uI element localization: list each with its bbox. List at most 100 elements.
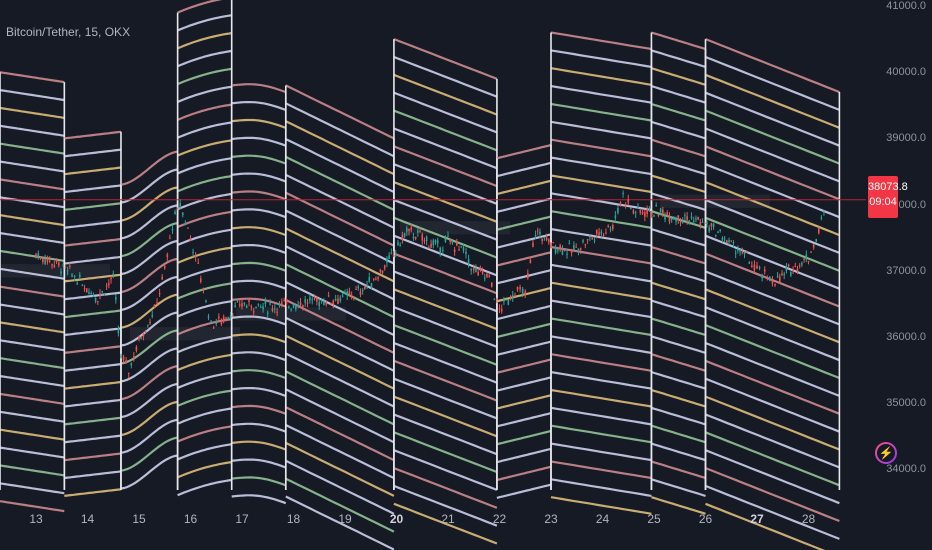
- candle-body: [545, 237, 548, 240]
- candle-body: [430, 243, 432, 248]
- band-line: [0, 392, 65, 405]
- band-line: [120, 293, 178, 329]
- candle-body: [399, 244, 401, 246]
- candle-body: [766, 276, 769, 278]
- band-line: [651, 406, 706, 426]
- candle-body: [717, 231, 719, 233]
- band-line: [651, 335, 706, 354]
- candle-body: [406, 227, 408, 232]
- candle-body: [559, 245, 561, 249]
- band-line: [120, 222, 178, 258]
- candle-body: [470, 269, 472, 271]
- x-tick-label: 24: [595, 512, 610, 526]
- band-line: [496, 429, 552, 446]
- candle-body: [783, 274, 786, 276]
- candle-body: [283, 300, 285, 302]
- candle-body: [171, 229, 174, 231]
- band-line: [285, 388, 395, 444]
- candle-body: [798, 265, 801, 267]
- band-line: [177, 157, 232, 175]
- candle-body: [563, 249, 566, 251]
- candle-body: [110, 277, 112, 280]
- candle-body: [309, 297, 311, 301]
- candle-body: [790, 271, 792, 276]
- band-line: [393, 377, 498, 420]
- candle-body: [350, 295, 353, 297]
- band-line: [0, 196, 65, 209]
- band-segment: [0, 71, 65, 513]
- candle-body: [35, 253, 37, 257]
- band-line: [285, 352, 395, 408]
- band-line: [285, 477, 395, 533]
- candle-body: [650, 213, 653, 217]
- candle-body: [184, 222, 187, 225]
- candle-body: [390, 252, 393, 254]
- candle-body: [818, 228, 820, 234]
- band-line: [550, 192, 652, 211]
- y-tick-label: 34000.0: [886, 463, 926, 476]
- band-line: [651, 388, 706, 408]
- candle-body: [449, 238, 452, 242]
- x-tick-label: 14: [80, 512, 95, 526]
- band-line: [393, 288, 498, 331]
- candle-body: [366, 285, 368, 287]
- candle-body: [414, 236, 417, 240]
- candle-body: [670, 218, 673, 221]
- band-line: [177, 478, 232, 497]
- x-tick-label: 18: [286, 512, 301, 526]
- candle-body: [341, 295, 344, 297]
- candle-body: [769, 276, 771, 281]
- band-line: [0, 124, 65, 137]
- band-line: [285, 120, 395, 176]
- candle-body: [163, 266, 166, 269]
- band-line: [285, 424, 395, 479]
- candle-body: [673, 217, 675, 219]
- candle-body: [774, 283, 776, 286]
- x-tick-label: 19: [338, 512, 352, 526]
- band-line: [231, 422, 287, 433]
- candle-body: [330, 303, 332, 305]
- band-line: [177, 175, 232, 193]
- band-line: [0, 410, 65, 423]
- symbol-title[interactable]: Bitcoin/Tether, 15, OKX: [6, 25, 131, 39]
- band-line: [393, 55, 498, 98]
- candle-body: [353, 297, 355, 299]
- candle-body: [243, 302, 246, 305]
- candle-body: [48, 260, 51, 262]
- band-line: [64, 166, 122, 176]
- candle-body: [710, 223, 713, 227]
- x-tick-label: 23: [544, 512, 558, 526]
- band-line: [177, 407, 232, 425]
- candle-body: [60, 271, 62, 274]
- candle-body: [646, 208, 648, 214]
- band-line: [651, 478, 706, 497]
- candle-body: [552, 242, 555, 244]
- candle-body: [823, 211, 825, 214]
- band-line: [285, 227, 395, 283]
- band-line: [231, 404, 287, 415]
- candle-body: [730, 240, 733, 242]
- band-line: [177, 67, 232, 86]
- band-line: [0, 106, 65, 119]
- candle-body: [748, 262, 751, 264]
- band-line: [64, 363, 122, 372]
- band-line: [120, 168, 178, 204]
- band-line: [231, 261, 287, 272]
- band-line: [177, 0, 223, 14]
- candle-body: [543, 236, 546, 239]
- candle-body: [805, 254, 808, 260]
- lightning-alert-icon[interactable]: ⚡: [875, 442, 897, 464]
- candle-body: [383, 265, 386, 269]
- candle-body: [153, 304, 156, 307]
- candle-body: [453, 249, 456, 253]
- candle-body: [550, 243, 552, 248]
- band-line: [496, 304, 552, 321]
- band-line: [651, 245, 706, 265]
- candle-body: [252, 311, 255, 313]
- candle-body: [524, 291, 527, 296]
- candle-body: [250, 306, 253, 308]
- band-line: [64, 434, 122, 444]
- band-line: [550, 335, 652, 354]
- candle-body: [88, 292, 90, 294]
